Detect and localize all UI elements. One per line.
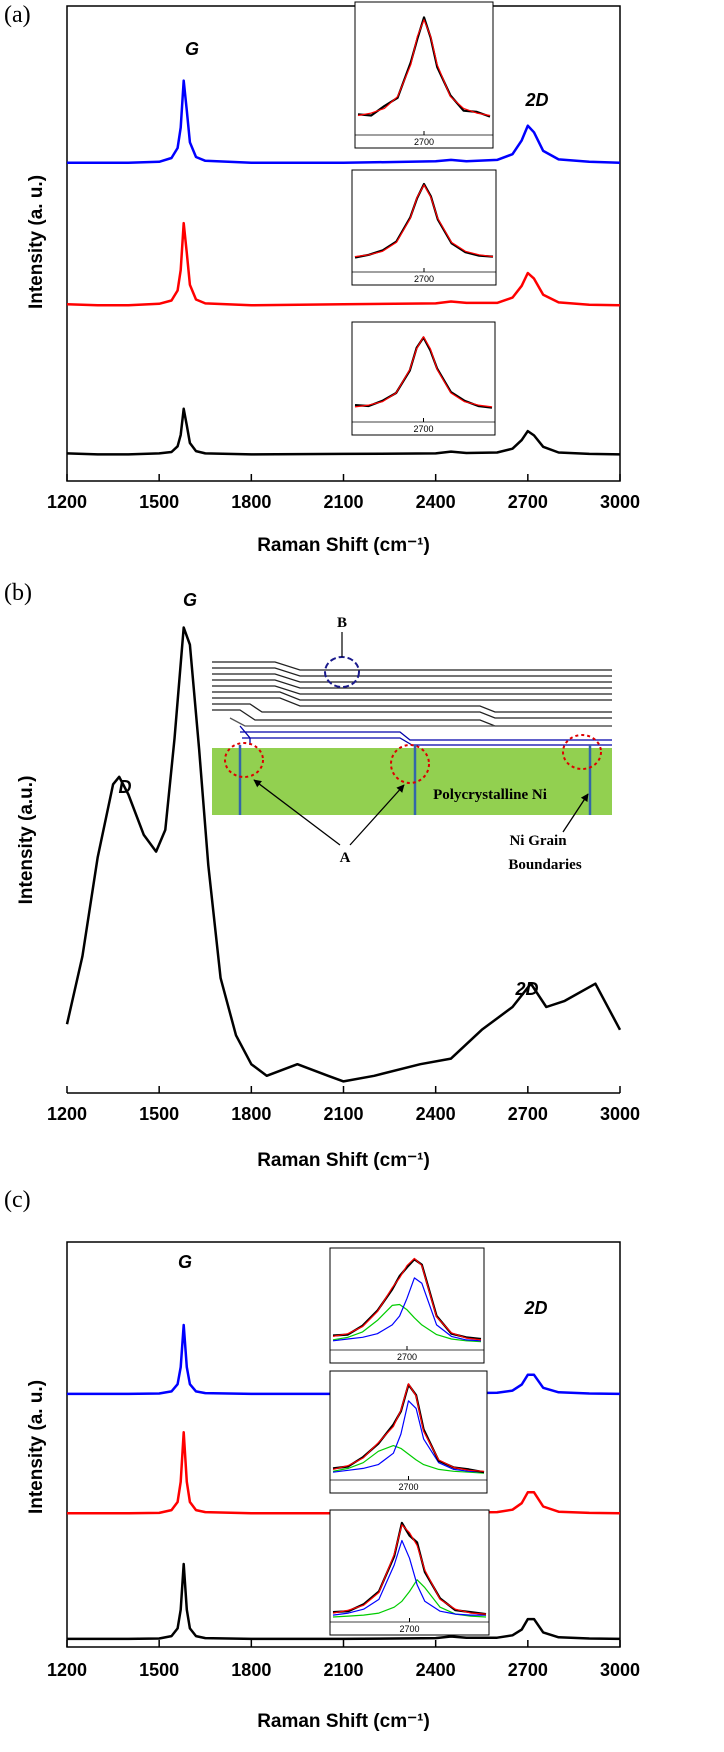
y-axis-label: Intensity (a.u.) [16,776,37,905]
inset-frame [351,169,497,286]
inset-tick-label: 2700 [398,1482,418,1492]
peak-label: G [183,590,197,610]
spectrum [67,79,621,165]
inset-spectrum [332,1277,482,1342]
peak-label: 2D [524,90,548,110]
schematic-label: A [340,850,351,866]
x-tick-label: 2700 [508,1104,548,1124]
schematic [212,632,612,846]
x-axis-label: Raman Shift (cm⁻¹) [257,535,430,556]
inset-frame [329,1370,488,1494]
x-tick-label: 2100 [323,1660,363,1680]
peak-label: G [178,1252,192,1272]
x-tick-label: 1500 [139,492,179,512]
inset-tick-label: 2700 [414,274,434,284]
panel-label: (a) [4,2,31,28]
spectrum [66,221,621,307]
inset-spectrum [332,1258,482,1341]
x-tick-label: 2700 [508,1660,548,1680]
schematic-label: B [337,615,347,631]
inset-tick-label: 2700 [413,424,433,434]
schematic-label: Polycrystalline Ni [433,787,547,803]
x-tick-label: 2400 [416,1660,456,1680]
x-tick-label: 1800 [231,492,271,512]
x-tick-label: 1800 [231,1104,271,1124]
graphene-layers [212,661,612,746]
inset-spectrum [332,1539,486,1616]
inset-spectrum [357,16,491,118]
spectrum [66,407,621,456]
x-tick-label: 2700 [508,492,548,512]
x-tick-label: 1200 [47,492,87,512]
inset-frame [351,321,496,436]
inset-spectrum [332,1524,487,1615]
inset-frame [329,1509,490,1636]
inset-spectrum [354,184,494,258]
panel-label: (c) [4,1187,31,1213]
x-tick-label: 2100 [323,492,363,512]
schematic-label: Boundaries [508,857,582,873]
x-tick-label: 1200 [47,1104,87,1124]
inset-spectrum [332,1383,485,1472]
peak-label: 2D [514,979,538,999]
inset-tick-label: 2700 [399,1624,419,1634]
x-tick-label: 3000 [600,492,640,512]
x-tick-label: 3000 [600,1104,640,1124]
inset-tick-label: 2700 [397,1352,417,1362]
inset-spectrum [354,336,493,408]
y-axis-label: Intensity (a. u.) [26,175,47,309]
x-tick-label: 2400 [416,492,456,512]
peak-label: 2D [523,1298,547,1318]
y-axis-label: Intensity (a. u.) [26,1380,47,1514]
spectrum [67,1562,621,1641]
x-tick-label: 1500 [139,1660,179,1680]
x-axis-label: Raman Shift (cm⁻¹) [257,1711,430,1732]
nickel-substrate [212,748,612,815]
inset-spectrum [357,19,491,117]
spectrum [67,1323,621,1396]
schematic-label: Ni Grain [509,833,567,849]
inset-spectrum [332,1521,487,1616]
grain-boundaries [238,745,592,815]
inset-tick-label: 2700 [414,137,434,147]
inset-spectrum [332,1400,485,1473]
arrows [253,779,589,846]
x-tick-label: 2400 [416,1104,456,1124]
inset-frame [354,1,494,149]
spectrum [65,626,622,1083]
x-tick-label: 2100 [323,1104,363,1124]
peak-label: D [119,777,132,797]
x-tick-label: 3000 [600,1660,640,1680]
x-tick-label: 1800 [231,1660,271,1680]
inset-spectrum [332,1257,482,1341]
panel-label: (b) [4,580,32,606]
x-tick-label: 1200 [47,1660,87,1680]
inset-spectrum [332,1303,482,1343]
inset-spectrum [354,182,494,259]
plot-frame [66,5,621,482]
inset-spectrum [332,1445,485,1474]
x-tick-label: 1500 [139,1104,179,1124]
spectrum [67,1431,621,1515]
x-axis-label: Raman Shift (cm⁻¹) [257,1150,430,1171]
peak-label: G [185,39,199,59]
